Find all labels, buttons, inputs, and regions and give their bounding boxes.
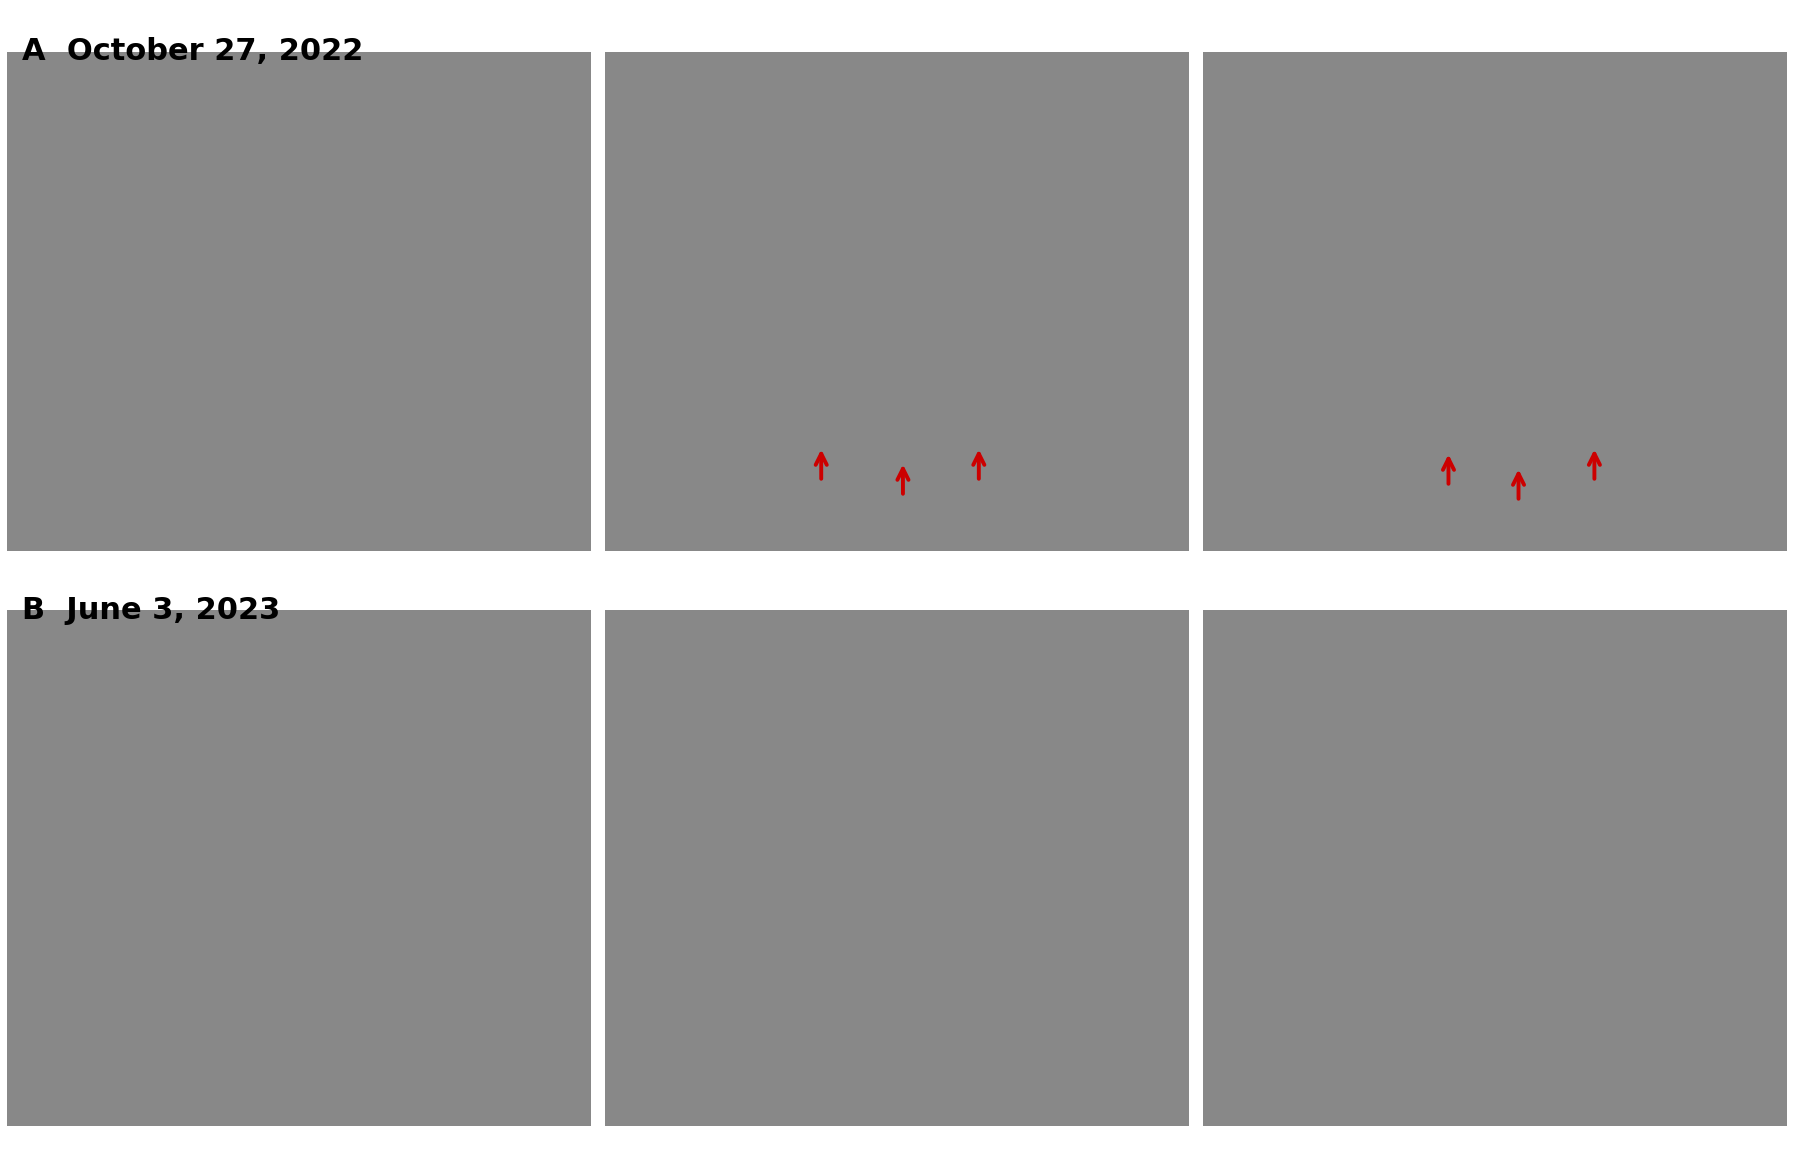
Text: A  October 27, 2022: A October 27, 2022 [22, 37, 363, 66]
Text: B  June 3, 2023: B June 3, 2023 [22, 596, 280, 625]
